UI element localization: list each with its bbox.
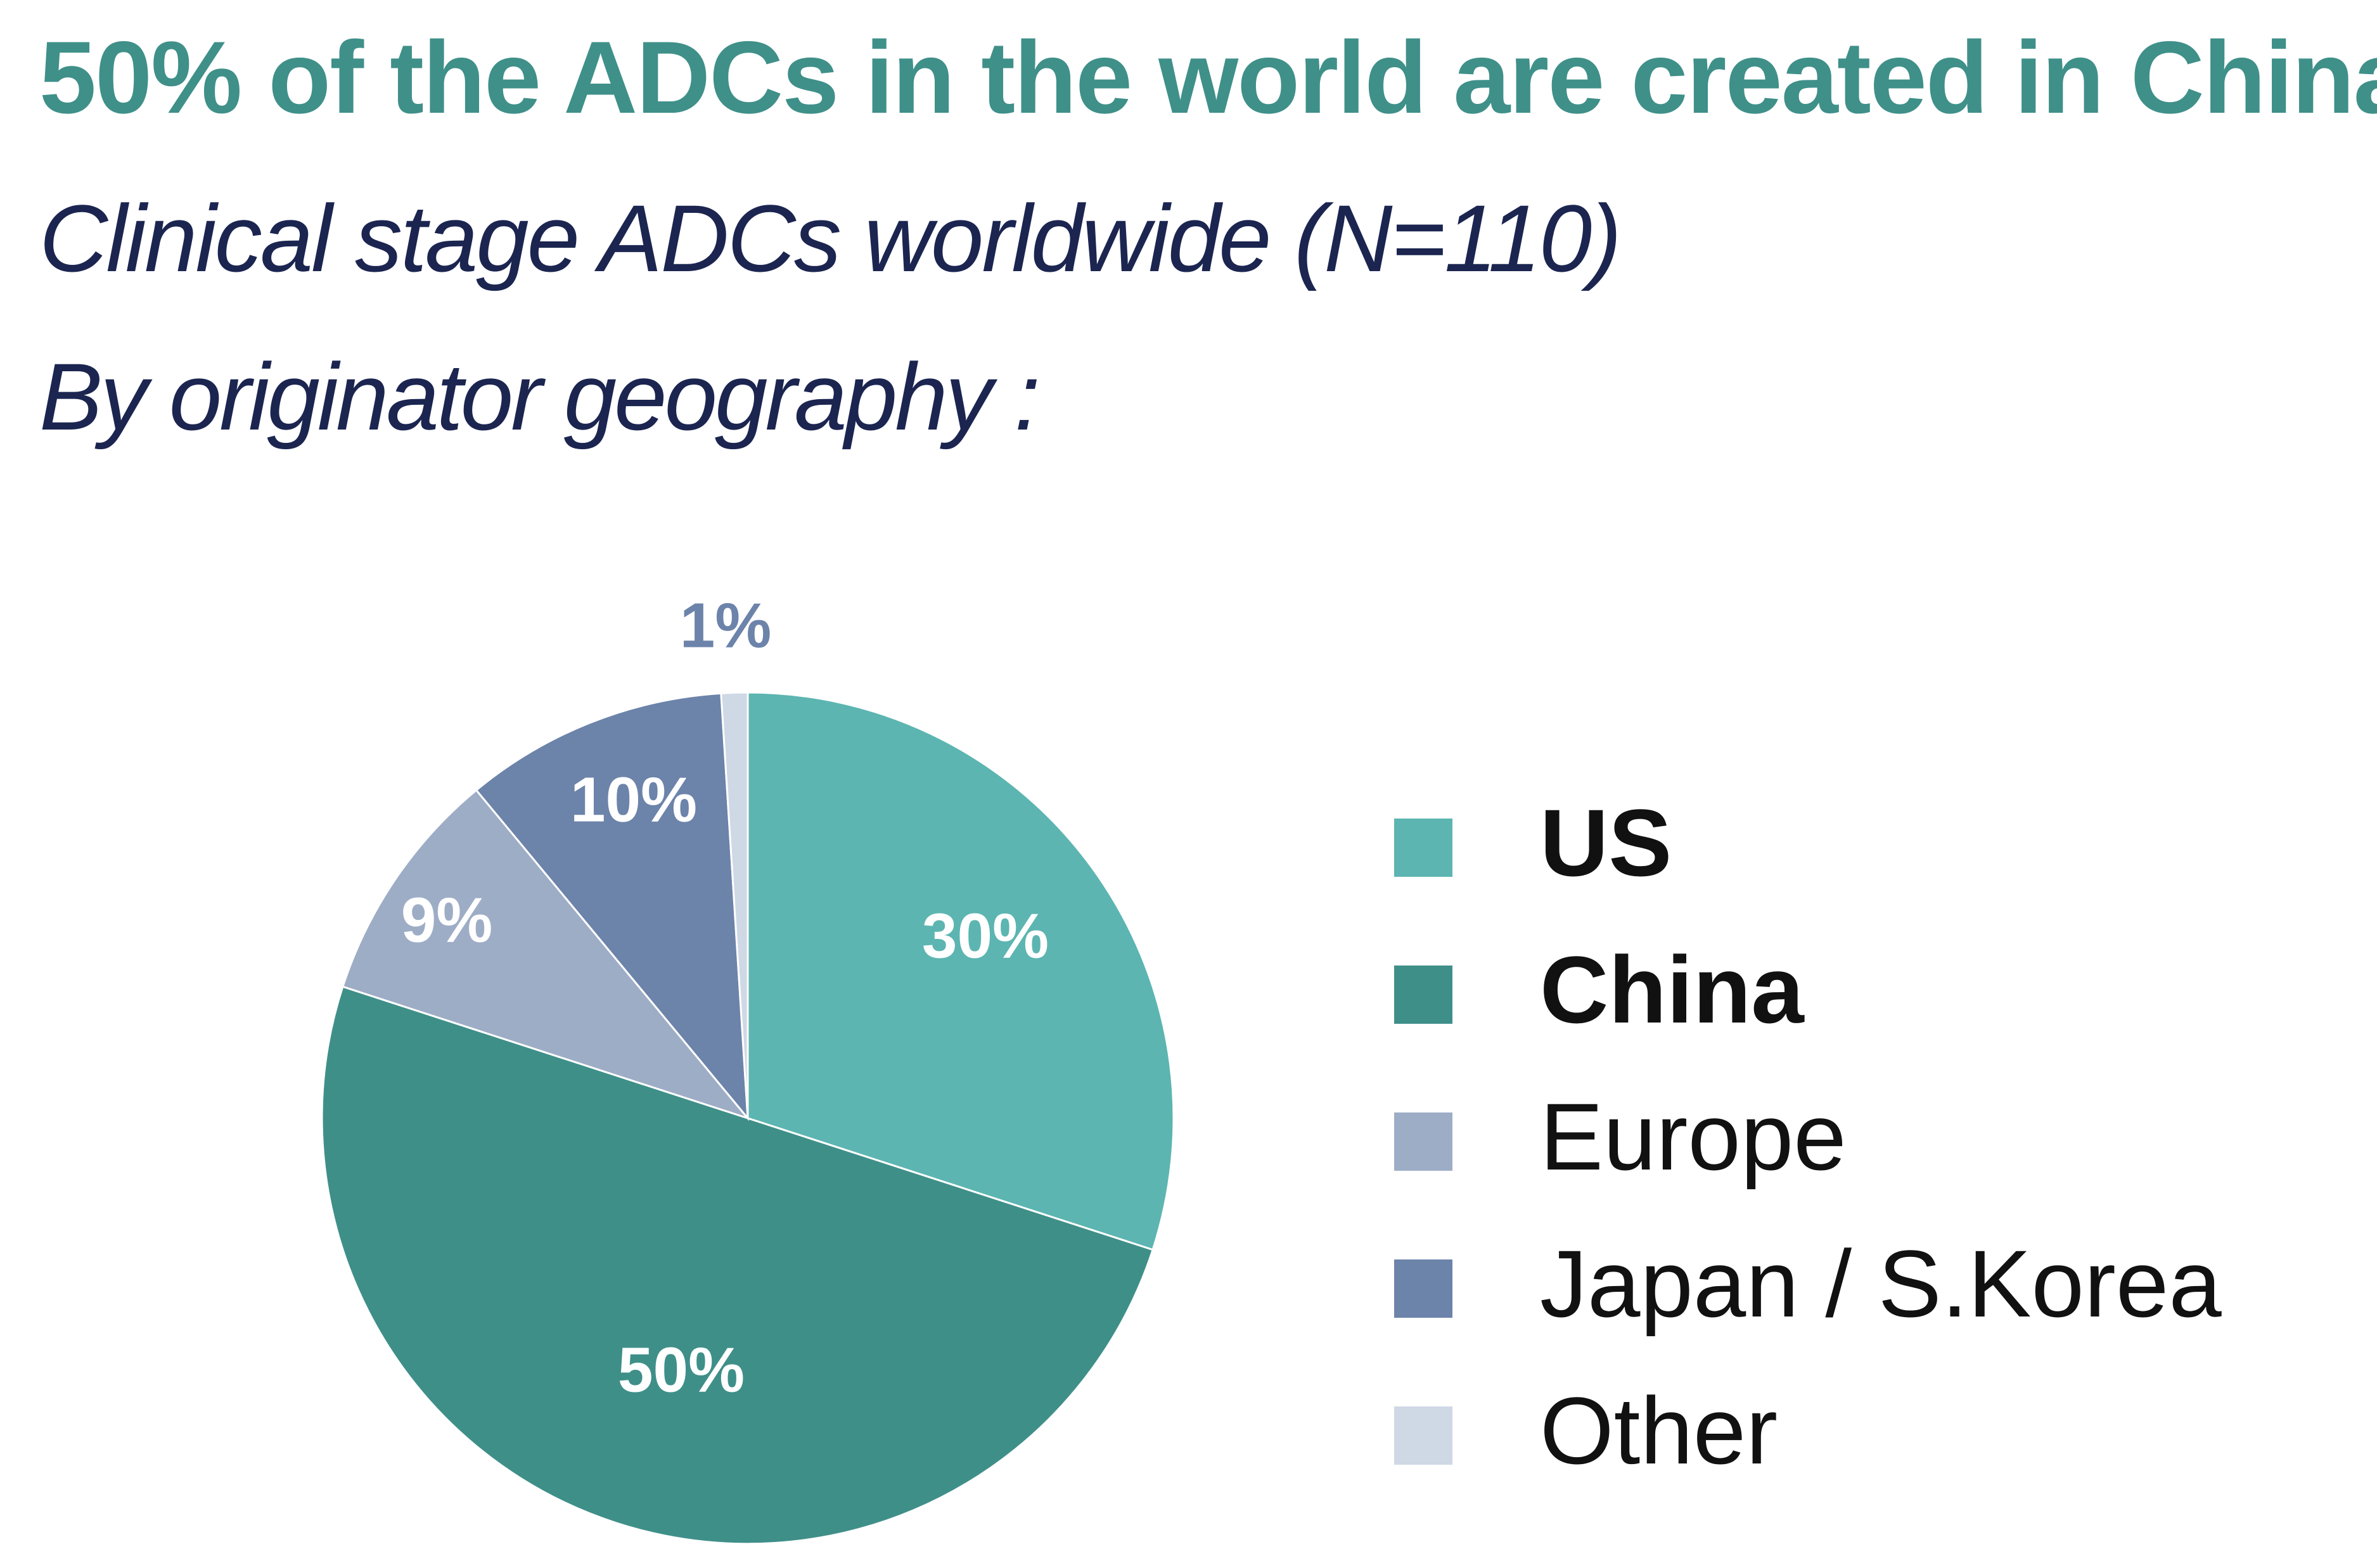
- legend-swatch-us: [1394, 819, 1452, 877]
- pie-slice-us: [746, 691, 1175, 1251]
- legend-label-us: US: [1540, 789, 1672, 896]
- legend-label-other: Other: [1540, 1377, 1778, 1484]
- legend-swatch-europe: [1394, 1112, 1452, 1171]
- legend-item-us: US: [1394, 779, 2345, 926]
- chart-subtitle: Clinical stage ADCs worldwide (N=110): [39, 185, 1622, 291]
- data-label-us: 30%: [922, 900, 1049, 971]
- legend-swatch-china: [1394, 966, 1452, 1024]
- legend-label-japan-korea: Japan / S.Korea: [1540, 1230, 2222, 1337]
- pie-slice-china: [321, 985, 1155, 1545]
- chart-title: 50% of the ADCs in the world are created…: [39, 20, 2377, 135]
- legend-item-other: Other: [1394, 1367, 2345, 1514]
- pie-slice-other: [720, 691, 749, 1119]
- legend-label-europe: Europe: [1540, 1083, 1847, 1190]
- legend-item-europe: Europe: [1394, 1073, 2345, 1220]
- legend-item-japan-korea: Japan / S.Korea: [1394, 1220, 2345, 1367]
- data-label-other: 1%: [680, 590, 772, 661]
- chart-subtitle-geography: By originator geography :: [39, 343, 1041, 450]
- data-label-china: 50%: [618, 1334, 745, 1405]
- legend-label-china: China: [1540, 936, 1804, 1043]
- legend: US China Europe Japan / S.Korea Other: [1394, 779, 2345, 1514]
- legend-swatch-other: [1394, 1406, 1452, 1465]
- pie-slice-japan-s-korea: [475, 692, 749, 1121]
- legend-swatch-japan-korea: [1394, 1259, 1452, 1318]
- pie-slice-europe: [341, 789, 751, 1121]
- data-label-japan-s-korea: 10%: [570, 764, 697, 835]
- legend-item-china: China: [1394, 926, 2345, 1073]
- data-label-europe: 9%: [401, 884, 493, 955]
